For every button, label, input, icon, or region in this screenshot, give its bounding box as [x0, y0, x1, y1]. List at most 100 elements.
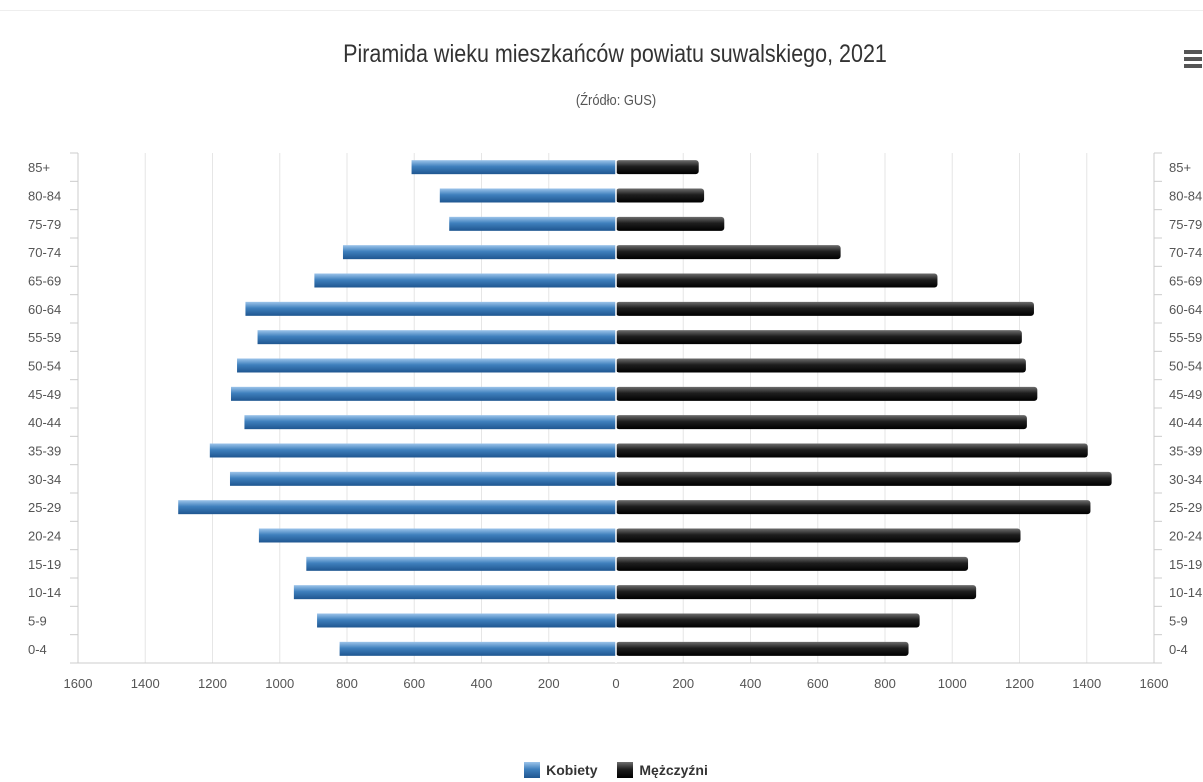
- legend-swatch: [524, 762, 541, 778]
- category-label-left: 0-4: [28, 642, 47, 657]
- category-label-right: 55-59: [1169, 330, 1202, 345]
- menu-bar: [1184, 57, 1202, 61]
- category-label-right: 15-19: [1169, 557, 1202, 572]
- category-label-right: 25-29: [1169, 500, 1202, 515]
- x-tick-label: 1200: [198, 676, 227, 691]
- category-label-left: 75-79: [28, 217, 61, 232]
- x-tick-label: 600: [807, 676, 829, 691]
- bar-kobiety: [306, 556, 616, 571]
- category-label-left: 60-64: [28, 302, 61, 317]
- legend-item-kobiety[interactable]: Kobiety: [524, 762, 597, 778]
- category-label-right: 60-64: [1169, 302, 1202, 317]
- x-tick-label: 1000: [938, 676, 967, 691]
- category-label-left: 80-84: [28, 189, 61, 204]
- bar-mezczyzni: [616, 273, 938, 288]
- bar-kobiety: [411, 160, 616, 175]
- bar-kobiety: [339, 641, 616, 656]
- bar-mezczyzni: [616, 443, 1088, 458]
- bar-mezczyzni: [616, 301, 1034, 316]
- category-label-right: 75-79: [1169, 217, 1202, 232]
- bar-mezczyzni: [616, 500, 1091, 515]
- bar-mezczyzni: [616, 216, 725, 231]
- x-tick-label: 800: [874, 676, 896, 691]
- x-tick-label: 1200: [1005, 676, 1034, 691]
- bar-kobiety: [449, 216, 616, 231]
- bar-kobiety: [229, 471, 617, 486]
- legend-label: Mężczyźni: [639, 762, 708, 778]
- category-label-left: 85+: [28, 160, 50, 175]
- menu-bar: [1184, 50, 1202, 54]
- x-tick-label: 600: [403, 676, 425, 691]
- bar-kobiety: [342, 245, 616, 260]
- bar-mezczyzni: [616, 556, 969, 571]
- bar-kobiety: [245, 301, 616, 316]
- bar-mezczyzni: [616, 245, 841, 260]
- bar-kobiety: [244, 415, 616, 430]
- bar-kobiety: [258, 528, 616, 543]
- bar-mezczyzni: [616, 641, 909, 656]
- bar-mezczyzni: [616, 528, 1021, 543]
- x-tick-label: 0: [612, 676, 619, 691]
- chart-title: Piramida wieku mieszkańców powiatu suwal…: [343, 40, 887, 68]
- category-label-right: 80-84: [1169, 189, 1202, 204]
- bar-kobiety: [293, 585, 616, 600]
- category-label-right: 30-34: [1169, 472, 1202, 487]
- category-label-left: 55-59: [28, 330, 61, 345]
- category-label-right: 35-39: [1169, 444, 1202, 459]
- x-tick-label: 1600: [64, 676, 93, 691]
- category-label-right: 0-4: [1169, 642, 1188, 657]
- category-label-right: 85+: [1169, 160, 1191, 175]
- tick-labels: 1600 1400 1200 1000 800 600 400 200 0 200 400 600 80…: [28, 160, 1202, 691]
- x-tick-label: 400: [740, 676, 762, 691]
- category-label-left: 10-14: [28, 585, 61, 600]
- legend-item-mezczyzni[interactable]: Mężczyźni: [617, 762, 708, 778]
- category-label-right: 70-74: [1169, 245, 1202, 260]
- category-label-left: 15-19: [28, 557, 61, 572]
- hamburger-menu-icon[interactable]: [1184, 50, 1202, 72]
- chart-subtitle: (Źródło: GUS): [575, 92, 657, 109]
- top-divider: [0, 10, 1203, 11]
- bar-kobiety: [317, 613, 616, 628]
- bar-kobiety: [257, 330, 616, 345]
- category-label-left: 45-49: [28, 387, 61, 402]
- category-label-left: 35-39: [28, 444, 61, 459]
- category-label-left: 65-69: [28, 274, 61, 289]
- category-label-right: 50-54: [1169, 359, 1202, 374]
- x-tick-label: 1400: [131, 676, 160, 691]
- x-tick-label: 800: [336, 676, 358, 691]
- category-label-left: 50-54: [28, 359, 61, 374]
- bar-mezczyzni: [616, 358, 1026, 373]
- legend-swatch: [617, 762, 634, 778]
- bar-kobiety: [439, 188, 616, 203]
- category-label-right: 10-14: [1169, 585, 1202, 600]
- bar-mezczyzni: [616, 613, 920, 628]
- bars: [178, 153, 1112, 663]
- category-label-left: 5-9: [28, 614, 47, 629]
- category-label-left: 40-44: [28, 415, 61, 430]
- bar-kobiety: [314, 273, 616, 288]
- bar-mezczyzni: [616, 471, 1112, 486]
- category-label-left: 20-24: [28, 529, 61, 544]
- bar-mezczyzni: [616, 330, 1022, 345]
- x-tick-label: 200: [538, 676, 560, 691]
- bar-kobiety: [230, 386, 616, 401]
- bar-kobiety: [209, 443, 616, 458]
- category-label-right: 40-44: [1169, 415, 1202, 430]
- menu-bar: [1184, 64, 1202, 68]
- x-tick-label: 1400: [1072, 676, 1101, 691]
- category-label-right: 65-69: [1169, 274, 1202, 289]
- bar-kobiety: [237, 358, 616, 373]
- category-label-right: 5-9: [1169, 614, 1188, 629]
- category-label-right: 20-24: [1169, 529, 1202, 544]
- x-tick-label: 400: [471, 676, 493, 691]
- bar-mezczyzni: [616, 386, 1038, 401]
- category-label-right: 45-49: [1169, 387, 1202, 402]
- bar-kobiety: [178, 500, 616, 515]
- x-tick-label: 1600: [1140, 676, 1169, 691]
- x-tick-label: 200: [672, 676, 694, 691]
- bar-mezczyzni: [616, 160, 699, 175]
- bar-mezczyzni: [616, 585, 977, 600]
- legend-label: Kobiety: [546, 762, 598, 778]
- legend: Kobiety Mężczyźni: [0, 762, 1203, 781]
